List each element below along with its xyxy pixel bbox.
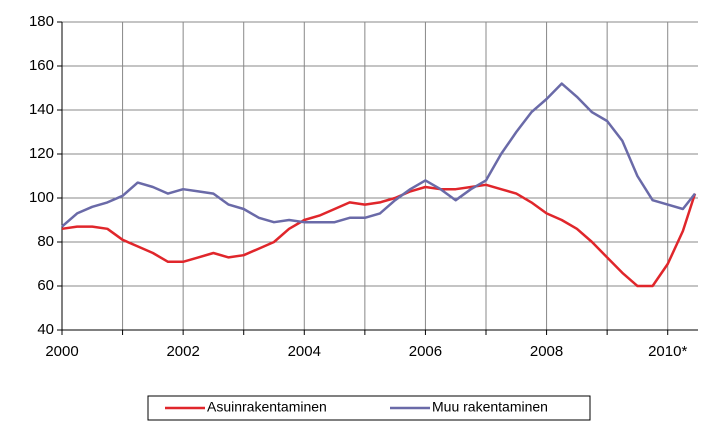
x-tick-label: 2000 — [45, 343, 78, 360]
y-tick-label: 80 — [37, 233, 54, 250]
x-tick-label: 2008 — [530, 343, 563, 360]
x-tick-label: 2002 — [166, 343, 199, 360]
y-tick-label: 40 — [37, 321, 54, 338]
legend-label: Muu rakentaminen — [432, 399, 548, 415]
legend-box — [147, 395, 591, 421]
legend-label: Asuinrakentaminen — [207, 399, 327, 415]
x-tick-label: 2010* — [648, 343, 687, 360]
y-tick-label: 120 — [29, 145, 54, 162]
y-tick-label: 180 — [29, 13, 54, 30]
y-tick-label: 160 — [29, 57, 54, 74]
y-tick-label: 60 — [37, 277, 54, 294]
x-tick-label: 2006 — [409, 343, 442, 360]
y-tick-label: 100 — [29, 189, 54, 206]
x-tick-label: 2004 — [288, 343, 321, 360]
series-line — [61, 82, 696, 228]
series-line — [61, 183, 697, 288]
y-tick-label: 140 — [29, 101, 54, 118]
